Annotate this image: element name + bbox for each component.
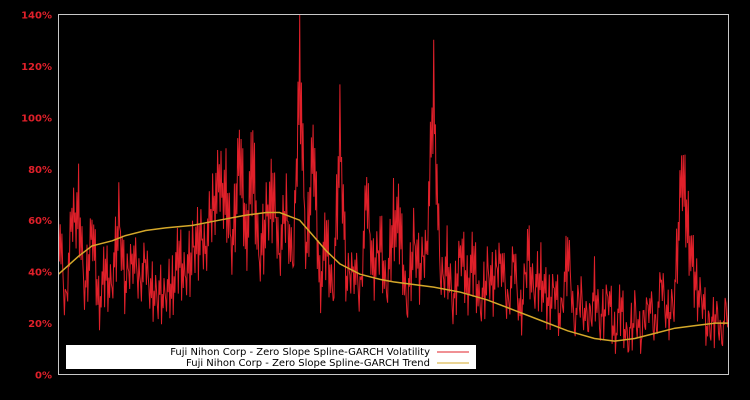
legend: Fuji Nihon Corp - Zero Slope Spline-GARC… bbox=[66, 345, 476, 369]
y-tick-label: 100% bbox=[21, 113, 52, 124]
trend-line bbox=[57, 211, 729, 342]
y-tick-label: 140% bbox=[21, 11, 52, 22]
y-tick-label: 120% bbox=[21, 62, 52, 73]
y-tick-label: 80% bbox=[28, 165, 52, 176]
y-tick-label: 40% bbox=[28, 268, 52, 279]
legend-trend-label: Fuji Nihon Corp - Zero Slope Spline-GARC… bbox=[186, 358, 430, 369]
volatility-line bbox=[58, 14, 729, 354]
legend-volatility-label: Fuji Nihon Corp - Zero Slope Spline-GARC… bbox=[170, 347, 430, 358]
legend-background bbox=[66, 345, 476, 369]
y-tick-label: 0% bbox=[35, 371, 52, 382]
y-tick-label: 20% bbox=[28, 319, 52, 330]
y-axis-ticks: 0% 20% 40% 60% 80% 100% 120% 140% bbox=[21, 11, 52, 382]
plot-area bbox=[57, 14, 729, 354]
y-tick-label: 60% bbox=[28, 216, 52, 227]
plot-frame bbox=[58, 14, 729, 375]
